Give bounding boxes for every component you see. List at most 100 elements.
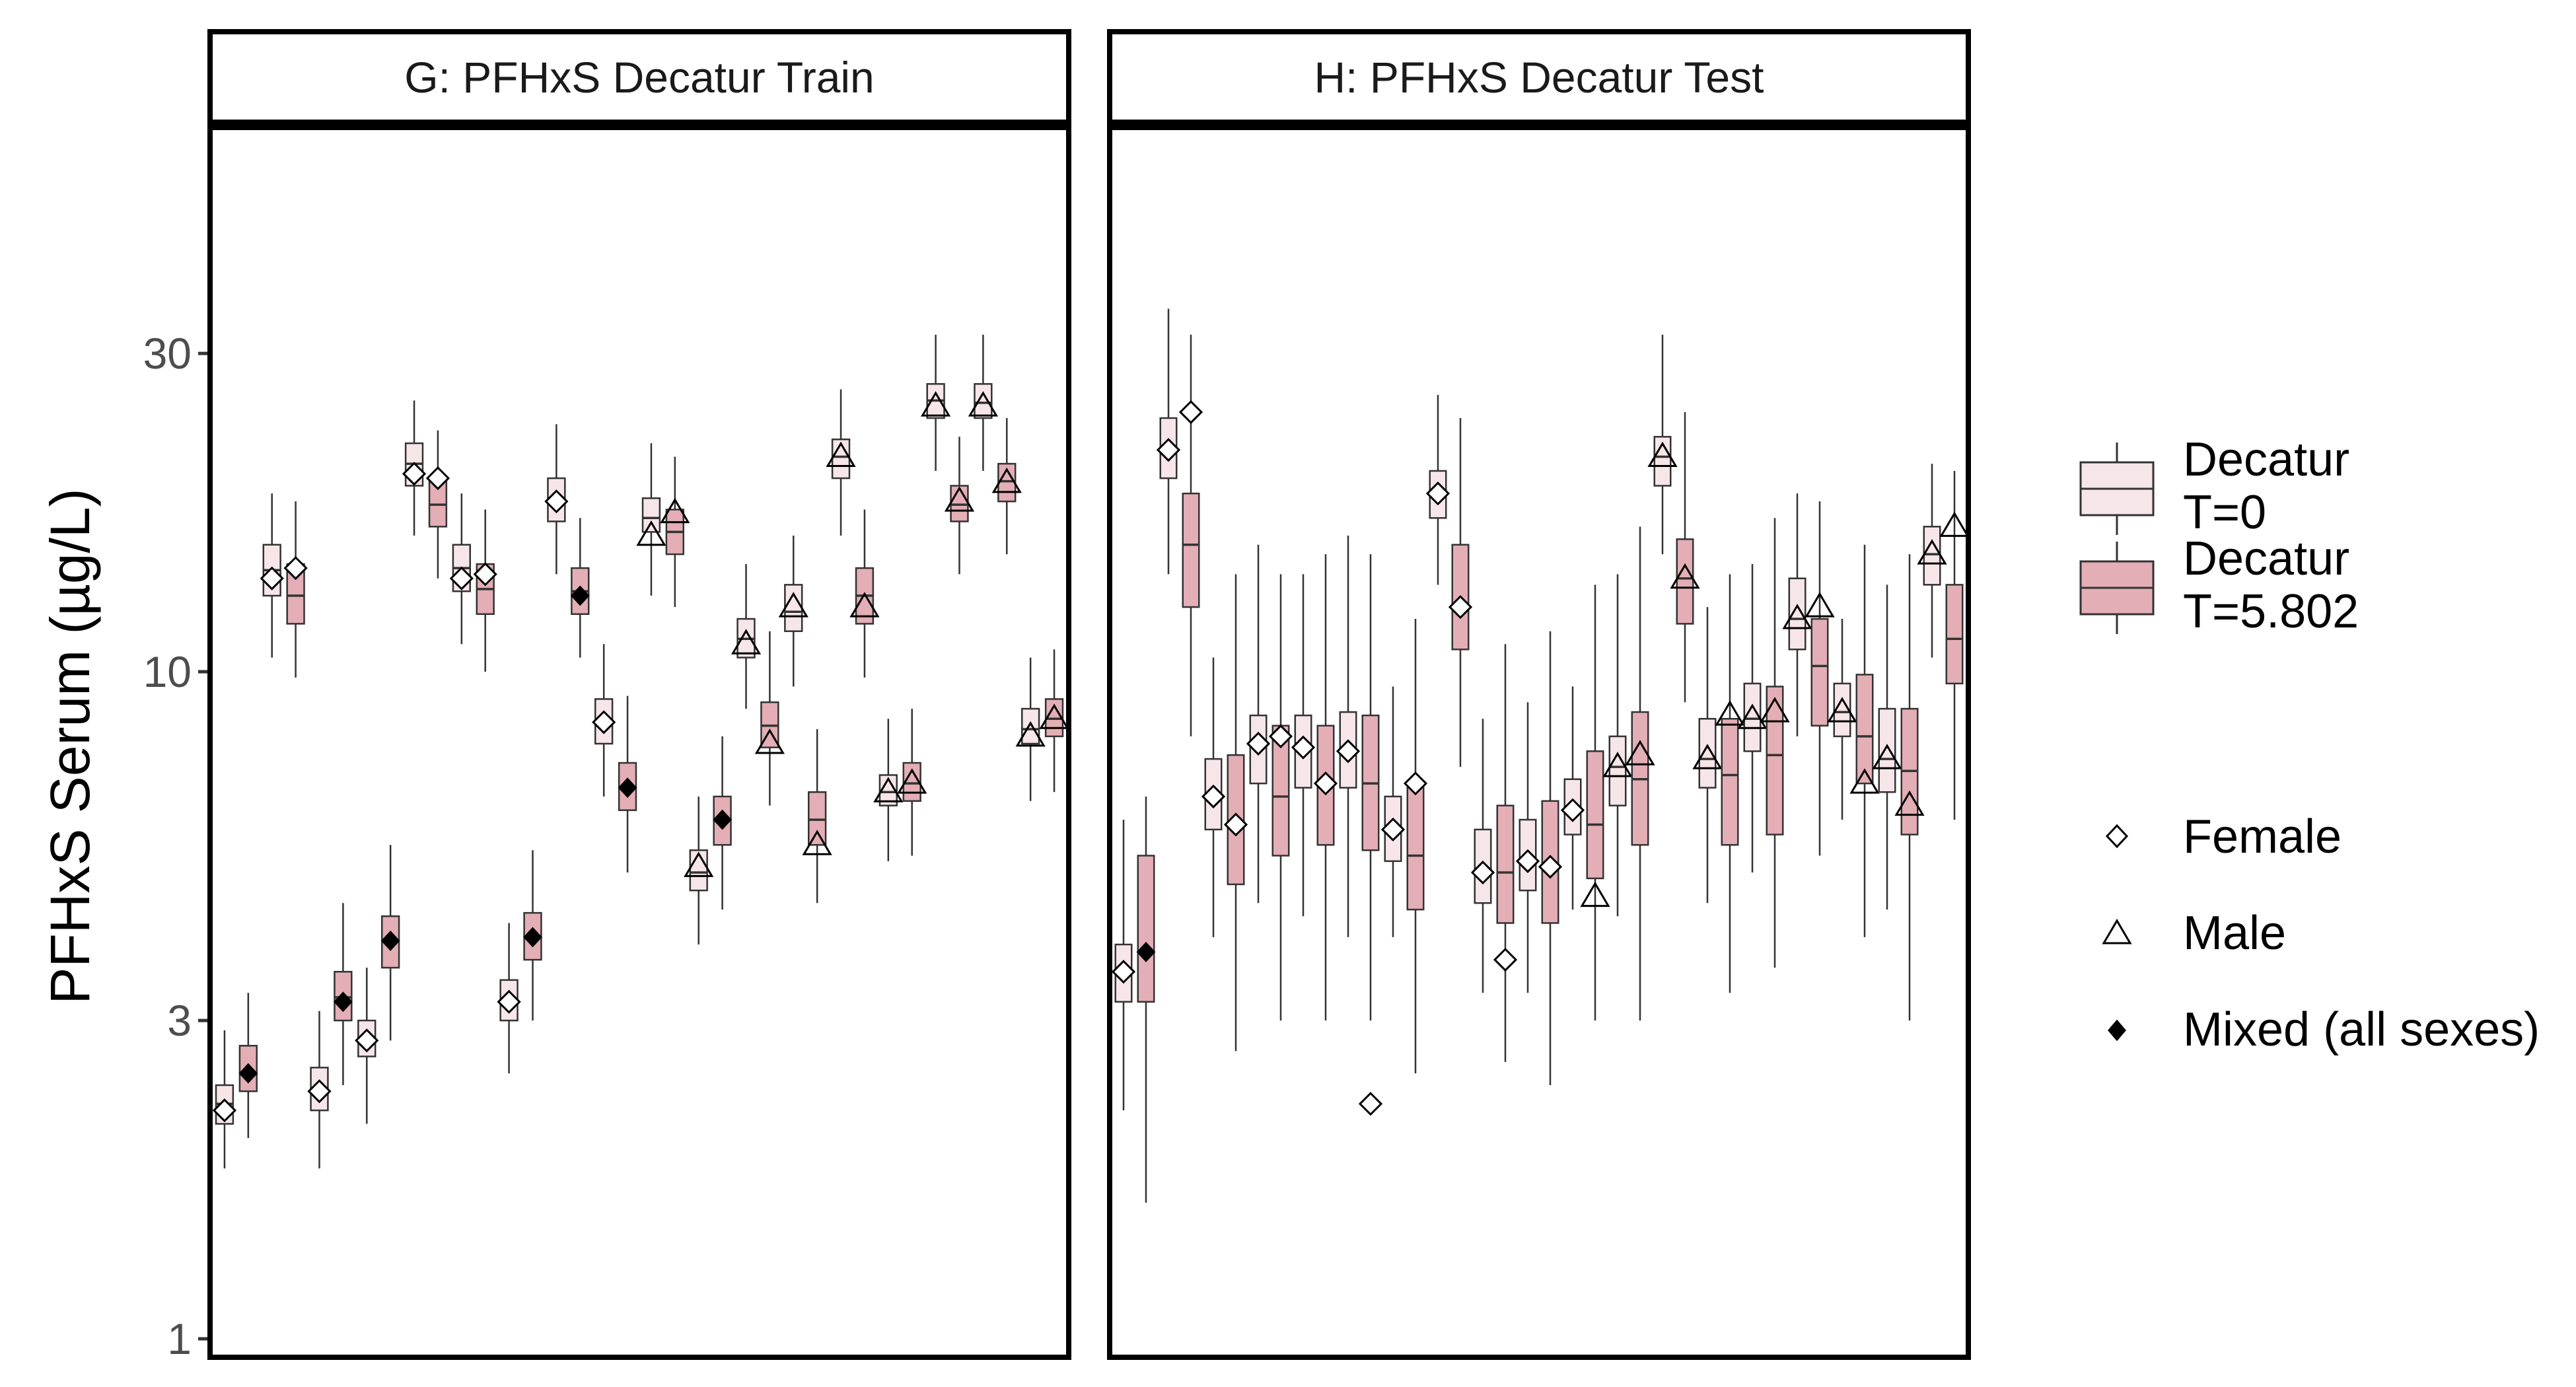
box <box>1670 411 1700 703</box>
point-female <box>1515 849 1540 873</box>
box <box>920 334 951 471</box>
point-female <box>425 466 450 491</box>
box <box>802 729 832 904</box>
panel-h-border <box>1107 125 1971 1360</box>
box <box>1246 544 1271 904</box>
legend-label-t5802-line1: Decatur <box>2183 532 2349 585</box>
box <box>1015 657 1046 801</box>
panel-g-plot <box>212 334 1069 1169</box>
point-female <box>473 562 497 587</box>
box <box>212 1030 237 1169</box>
point-female <box>1470 860 1495 885</box>
point-mixed <box>380 930 400 951</box>
legend-item-mixed: Mixed (all sexes) <box>2108 1003 2540 1056</box>
point-female <box>1425 481 1450 506</box>
point-female <box>1448 594 1473 620</box>
box <box>1111 820 1136 1111</box>
panel-h-plot <box>1111 308 1970 1203</box>
point-mixed <box>523 927 542 948</box>
point-female <box>544 489 569 514</box>
triangle-open-icon <box>2102 919 2132 944</box>
box <box>636 443 666 596</box>
box-iqr <box>1406 787 1425 911</box>
box-iqr <box>689 849 708 892</box>
box <box>544 424 569 575</box>
point-female <box>449 566 474 590</box>
box-iqr <box>1766 686 1784 836</box>
box <box>592 644 616 797</box>
legend-label-t5802-line2: T=5.802 <box>2183 585 2359 638</box>
box <box>570 518 590 658</box>
panel-g-strip <box>207 29 1071 125</box>
point-male <box>1917 539 1947 565</box>
box-iqr <box>1743 682 1762 752</box>
box <box>1448 417 1473 767</box>
point-male <box>1939 511 1970 537</box>
box <box>380 845 400 1041</box>
box-iqr <box>1182 492 1200 608</box>
point-male <box>684 851 714 877</box>
box <box>402 400 427 536</box>
point-male <box>1872 744 1902 769</box>
point-male <box>1805 592 1835 618</box>
point-male <box>754 729 785 754</box>
box-iqr <box>1137 855 1155 1003</box>
point-female <box>1246 731 1271 756</box>
box-iqr <box>807 791 827 846</box>
point-female <box>1313 771 1338 796</box>
box <box>1538 631 1563 1085</box>
point-female <box>1201 784 1226 809</box>
point-male <box>897 768 927 794</box>
box <box>497 923 521 1074</box>
panel-h: H: PFHxS Decatur Test <box>1107 29 1971 1360</box>
box <box>1358 554 1383 1116</box>
box <box>1602 574 1633 917</box>
point-mixed <box>570 585 590 606</box>
box <box>1737 564 1768 873</box>
point-male <box>1647 441 1678 468</box>
box-iqr <box>334 971 353 1022</box>
box <box>731 564 762 709</box>
box <box>1313 554 1338 1021</box>
point-female <box>1358 1092 1383 1116</box>
point-male <box>1737 703 1768 729</box>
box-iqr <box>784 584 803 632</box>
box <box>1872 585 1902 910</box>
point-female <box>1493 947 1518 972</box>
box <box>1827 619 1857 820</box>
point-female <box>260 566 284 590</box>
box <box>684 796 714 945</box>
point-female <box>497 989 521 1014</box>
box-iqr <box>1878 707 1896 793</box>
legend-item-t0: Decatur T=0 <box>2079 433 2349 539</box>
diamond-open-icon <box>2105 824 2129 849</box>
box <box>1380 686 1406 937</box>
panel-h-title: H: PFHxS Decatur Test <box>1314 53 1764 102</box>
legend: Decatur T=0 Decatur T=5.802 Female Male … <box>2079 433 2540 1056</box>
box <box>283 501 308 678</box>
box-iqr <box>974 383 993 419</box>
legend-item-male: Male <box>2102 907 2286 960</box>
box <box>1223 574 1248 1051</box>
box <box>425 430 450 579</box>
point-male <box>636 520 666 546</box>
y-tick-label: 1 <box>167 1314 192 1363</box>
box <box>1805 501 1835 856</box>
point-mixed <box>713 809 732 830</box>
panel-g-border <box>207 125 1071 1360</box>
point-male <box>1849 768 1880 794</box>
panel-g: G: PFHxS Decatur Train <box>207 29 1071 1360</box>
point-female <box>307 1079 332 1104</box>
point-male <box>1625 740 1655 765</box>
box-iqr <box>1608 735 1627 806</box>
point-female <box>355 1028 379 1053</box>
box <box>1470 719 1495 993</box>
point-male <box>1692 744 1723 769</box>
box-iqr <box>1810 618 1829 727</box>
box <box>1625 526 1655 1021</box>
box <box>849 509 880 678</box>
point-female <box>592 710 616 734</box>
point-female <box>1291 735 1316 760</box>
box <box>1917 464 1947 658</box>
